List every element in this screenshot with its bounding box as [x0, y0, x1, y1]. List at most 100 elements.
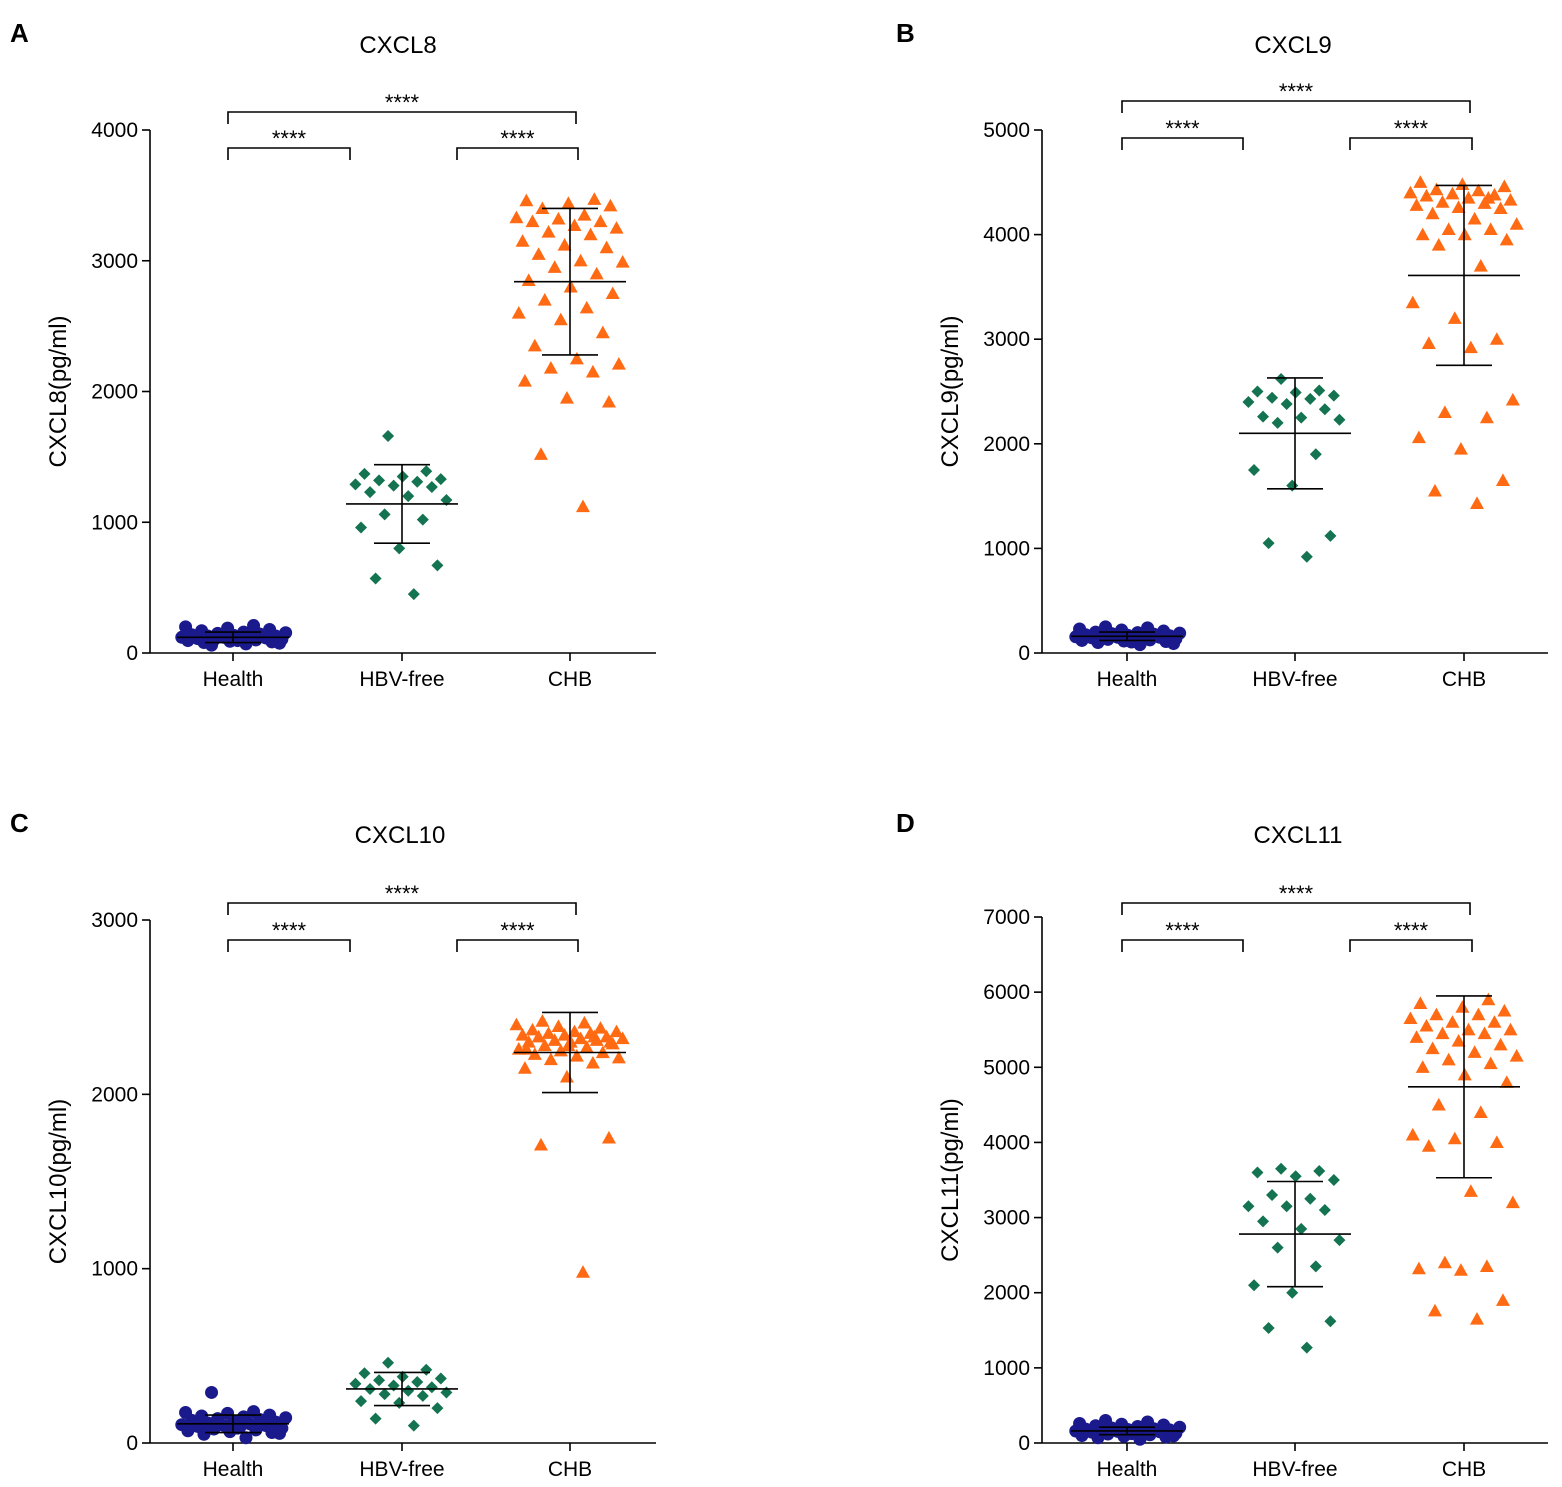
data-point [1313, 1164, 1326, 1177]
series-health [1069, 1413, 1187, 1446]
data-point [263, 622, 277, 636]
data-point [579, 300, 594, 314]
data-point [1427, 483, 1442, 497]
data-point [543, 1052, 558, 1066]
data-point [1141, 621, 1155, 635]
bracket-line [1121, 137, 1244, 150]
series-hbv-free [346, 1356, 458, 1432]
data-point [1505, 1195, 1520, 1209]
data-point [569, 351, 584, 365]
y-tick-label: 1000 [983, 1357, 1030, 1380]
data-point [609, 221, 624, 234]
data-point [1409, 1030, 1424, 1043]
data-point [1495, 1293, 1510, 1306]
x-tick-label: HBV-free [359, 1458, 444, 1481]
data-point [1479, 410, 1494, 424]
data-point [1499, 1075, 1514, 1088]
data-point [1125, 635, 1139, 649]
bracket-line [227, 902, 577, 915]
data-point [573, 1031, 588, 1045]
data-point [1286, 1286, 1299, 1299]
data-point [1411, 1261, 1426, 1275]
x-tick-label: Health [1097, 668, 1158, 691]
y-tick-label: 7000 [983, 906, 1030, 929]
data-point [521, 273, 536, 286]
data-point [561, 196, 576, 209]
data-point [1099, 620, 1113, 634]
series-health [1069, 620, 1187, 652]
data-point [557, 238, 572, 251]
data-point [1471, 1007, 1486, 1021]
data-point [589, 266, 604, 280]
data-point [527, 338, 542, 352]
data-point [411, 1375, 424, 1388]
data-point [1271, 1241, 1284, 1254]
data-point [1327, 1174, 1340, 1186]
data-point [1437, 1255, 1452, 1269]
data-point [434, 1372, 447, 1385]
data-point [1157, 1418, 1171, 1432]
data-point [179, 1405, 193, 1419]
y-tick-label: 3000 [983, 1207, 1030, 1230]
data-point [1089, 625, 1103, 639]
data-point [585, 364, 600, 378]
data-point [221, 1406, 235, 1420]
significance-bracket: **** [1349, 918, 1473, 952]
data-point [355, 521, 368, 534]
data-point [1461, 1022, 1476, 1036]
data-point [1431, 238, 1446, 251]
data-point [1275, 1162, 1288, 1175]
data-point [593, 214, 608, 228]
data-point [349, 1377, 362, 1390]
data-point [382, 429, 395, 442]
significance-label: **** [1165, 116, 1200, 141]
y-tick-label: 5000 [983, 1056, 1030, 1079]
data-point [279, 626, 293, 640]
data-point [1115, 623, 1129, 637]
data-point [561, 1038, 576, 1052]
y-tick-label: 0 [126, 642, 138, 665]
data-point [369, 1412, 382, 1425]
data-point [1487, 1015, 1502, 1028]
data-point [1421, 336, 1436, 349]
data-point [416, 1389, 429, 1402]
data-point [358, 467, 371, 480]
data-point [1447, 311, 1462, 324]
y-tick-label: 3000 [91, 250, 138, 273]
data-point [364, 486, 377, 499]
data-point [1445, 186, 1460, 200]
data-point [1473, 1105, 1488, 1118]
chart-title: CXCL8 [359, 32, 436, 59]
data-point [1403, 1011, 1418, 1025]
data-point [603, 198, 618, 212]
y-tick-label: 4000 [983, 224, 1030, 247]
data-point [425, 1381, 438, 1394]
data-point [1304, 1192, 1317, 1205]
data-point [1089, 1419, 1103, 1433]
data-point [1405, 295, 1420, 309]
data-point [1309, 448, 1322, 461]
y-tick-label: 4000 [91, 119, 138, 142]
data-point [358, 1367, 371, 1380]
x-tick-label: Health [1097, 1458, 1158, 1481]
bracket-line [227, 147, 351, 160]
data-point [535, 1014, 550, 1027]
data-point [1413, 175, 1428, 188]
data-point [175, 1418, 189, 1432]
data-point [1463, 1184, 1478, 1197]
data-point [525, 214, 540, 228]
significance-label: **** [385, 881, 420, 906]
x-tick-label: HBV-free [1252, 1458, 1337, 1481]
data-point [509, 210, 524, 224]
data-point [1481, 190, 1496, 204]
data-point [609, 1024, 624, 1038]
series-hbv-free [1239, 1162, 1351, 1354]
data-point [1441, 1052, 1456, 1066]
series-health [175, 1385, 293, 1445]
data-point [1167, 637, 1181, 651]
x-tick-label: CHB [548, 1458, 592, 1481]
data-point [179, 620, 193, 634]
chart-title: CXCL10 [355, 822, 446, 849]
series-hbv-free [1239, 372, 1351, 563]
data-point [431, 1402, 444, 1415]
